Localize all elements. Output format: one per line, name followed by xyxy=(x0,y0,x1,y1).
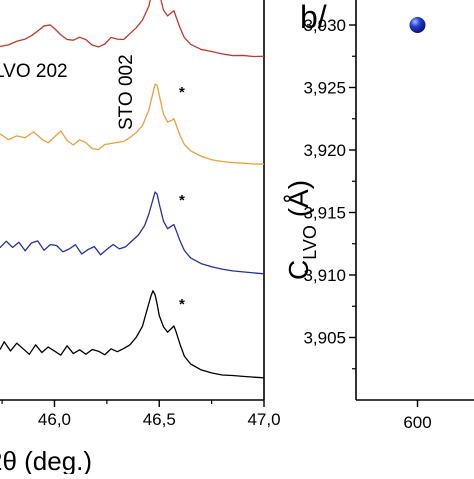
panel-b-y-label-unit: (Å) xyxy=(283,180,314,225)
panel-a-series-line-2 xyxy=(0,191,265,275)
panel-b-y-label: CLVO (Å) xyxy=(283,180,320,280)
panel-a-x-tick-label: 46,0 xyxy=(38,410,71,429)
panel-b-y-tick-label: 3,930 xyxy=(303,16,346,35)
panel-a-series-line-1 xyxy=(0,83,265,165)
panel-a-lvo-label: LVO 202 xyxy=(0,61,68,82)
panel-a-x-label: 2θ (deg.) xyxy=(0,446,92,474)
panel-b-y-tick-label: 3,920 xyxy=(303,141,346,160)
panel-a-x-tick-label: 47,0 xyxy=(247,410,280,429)
panel-b-y-tick-label: 3,910 xyxy=(303,266,346,285)
panel-a-sto-label: STO 002 xyxy=(116,54,137,130)
panel-a-shoulder-marker: * xyxy=(179,84,185,101)
panel-a-shoulder-marker: * xyxy=(179,296,185,313)
panel-b-label: b/ xyxy=(300,0,327,35)
panel-b-y-tick-label: 3,915 xyxy=(303,204,346,223)
panel-b-x-tick-label: 600 xyxy=(403,413,431,432)
panel-a-shoulder-marker: * xyxy=(179,192,185,209)
panel-b-y-label-main: C xyxy=(283,260,314,280)
panel-a-series-line-0 xyxy=(0,0,265,58)
panel-a-x-tick-label: 46,5 xyxy=(143,410,176,429)
panel-b-y-tick-label: 3,925 xyxy=(303,79,346,98)
panel-b-y-label-subscript: LVO xyxy=(300,225,320,260)
panel-b-y-tick-label: 3,905 xyxy=(303,329,346,348)
panel-b-data-point xyxy=(409,17,426,33)
panel-a-series-line-3 xyxy=(0,290,265,379)
